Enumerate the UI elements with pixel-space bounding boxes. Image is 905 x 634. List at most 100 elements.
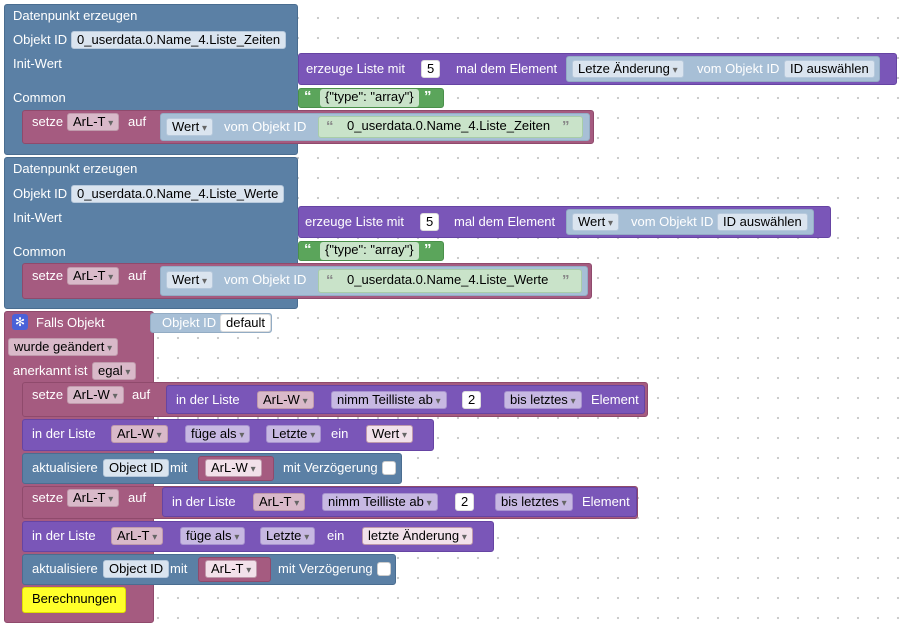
init-wert-label: Init-Wert [13,56,62,71]
set-label: setze [32,387,64,402]
delay-checkbox[interactable] [377,562,391,576]
variable-select[interactable]: ArL-T [67,267,120,285]
with-label: mit [170,561,188,576]
operation-select[interactable]: nimm Teilliste ab [331,391,447,409]
delay-checkbox[interactable] [382,461,396,475]
common-label: Common [13,90,66,105]
object-id-select[interactable]: Object ID [103,459,170,477]
insert-label: ein [327,528,345,543]
list-count-field[interactable]: 5 [420,213,440,231]
objekt-id-label: Objekt ID [13,32,68,47]
element-label: Element [582,494,630,509]
operation-select[interactable]: nimm Teilliste ab [322,493,438,511]
common-text-field[interactable]: {"type": "array"} [320,89,419,107]
delay-label: mit Verzögerung [283,460,378,475]
set-label: setze [32,114,64,129]
update-label: aktualisiere [32,460,98,475]
value-select[interactable]: Wert [166,118,214,136]
in-list-label: in der Liste [176,392,240,407]
init-socket-1 [292,55,298,85]
acknowledged-select[interactable]: egal [92,362,137,380]
list-variable-select[interactable]: ArL-W [111,425,168,443]
object-id-text[interactable]: 0_userdata.0.Name_4.Liste_Zeiten [347,118,551,133]
value-select[interactable]: letzte Änderung [362,527,473,545]
insert-label: ein [331,426,349,441]
create-list-label: erzeuge Liste mit [306,61,405,76]
element-select[interactable]: Wert [572,213,620,231]
gear-icon: ✻ [12,314,28,330]
common-socket-2 [292,241,298,261]
insert-mode-select[interactable]: füge als [185,425,251,443]
element-select[interactable]: Letze Änderung [572,60,684,78]
quote-close-icon: ” [424,88,432,105]
index-field[interactable]: 2 [455,493,475,511]
variable-select[interactable]: ArL-T [67,489,120,507]
common-socket-1 [292,88,298,108]
common-label: Common [13,244,66,259]
times-element-label: mal dem Element [454,214,556,229]
object-id-select[interactable]: Object ID [103,560,170,578]
objekt-id-field[interactable]: 0_userdata.0.Name_4.Liste_Werte [71,185,285,203]
list-variable-select[interactable]: ArL-T [111,527,164,545]
quote-open-icon: “ [326,272,334,289]
set-label: setze [32,490,64,505]
from-object-label: vom Objekt ID [224,119,307,134]
to-label: auf [128,490,147,505]
changed-select[interactable]: wurde geändert [8,338,119,356]
objekt-id-label: Objekt ID [13,186,68,201]
objekt-id-label: Objekt ID [162,315,217,330]
acknowledged-label: anerkannt ist [13,363,88,378]
value-select[interactable]: Wert [166,271,214,289]
quote-open-icon: “ [304,88,312,105]
update-label: aktualisiere [32,561,98,576]
variable-select[interactable]: ArL-T [67,113,120,131]
to-label: auf [132,387,151,402]
times-element-label: mal dem Element [456,61,558,76]
function-call-block[interactable] [22,587,126,613]
end-select[interactable]: bis letztes [495,493,573,511]
block-title: Datenpunkt erzeugen [13,161,138,176]
objekt-id-field[interactable]: default [220,314,272,332]
objekt-id-field[interactable]: 0_userdata.0.Name_4.Liste_Zeiten [71,31,287,49]
insert-mode-select[interactable]: füge als [180,527,246,545]
id-select-button[interactable]: ID auswählen [784,60,875,78]
from-object-label: vom Objekt ID [697,61,780,76]
function-name: Berechnungen [32,591,117,606]
block-title: Falls Objekt [36,315,105,330]
common-text-field[interactable]: {"type": "array"} [320,242,419,260]
delay-label: mit Verzögerung [278,561,373,576]
create-list-label: erzeuge Liste mit [305,214,404,229]
element-label: Element [591,392,639,407]
index-field[interactable]: 2 [462,391,482,409]
value-select[interactable]: Wert [366,425,414,443]
quote-open-icon: “ [304,241,312,258]
in-list-label: in der Liste [32,426,96,441]
variable-select[interactable]: ArL-T [205,560,258,578]
with-label: mit [170,460,188,475]
in-list-label: in der Liste [172,494,236,509]
position-select[interactable]: Letzte [266,425,322,443]
quote-close-icon: ” [562,272,570,289]
list-variable-select[interactable]: ArL-W [257,391,314,409]
from-object-label: vom Objekt ID [631,214,714,229]
variable-select[interactable]: ArL-W [67,386,124,404]
set-label: setze [32,268,64,283]
to-label: auf [128,268,147,283]
init-wert-label: Init-Wert [13,210,62,225]
quote-close-icon: ” [562,118,570,135]
init-socket-2 [292,208,298,238]
from-object-label: vom Objekt ID [224,272,307,287]
object-id-text-block[interactable] [318,116,583,138]
to-label: auf [128,114,147,129]
quote-open-icon: “ [326,118,334,135]
quote-close-icon: ” [424,241,432,258]
end-select[interactable]: bis letztes [504,391,582,409]
object-id-text-block[interactable] [318,269,582,293]
position-select[interactable]: Letzte [260,527,316,545]
variable-select[interactable]: ArL-W [205,459,262,477]
list-variable-select[interactable]: ArL-T [253,493,306,511]
list-count-field[interactable]: 5 [421,60,441,78]
block-title: Datenpunkt erzeugen [13,8,138,23]
object-id-text[interactable]: 0_userdata.0.Name_4.Liste_Werte [347,272,549,287]
id-select-button[interactable]: ID auswählen [717,213,808,231]
